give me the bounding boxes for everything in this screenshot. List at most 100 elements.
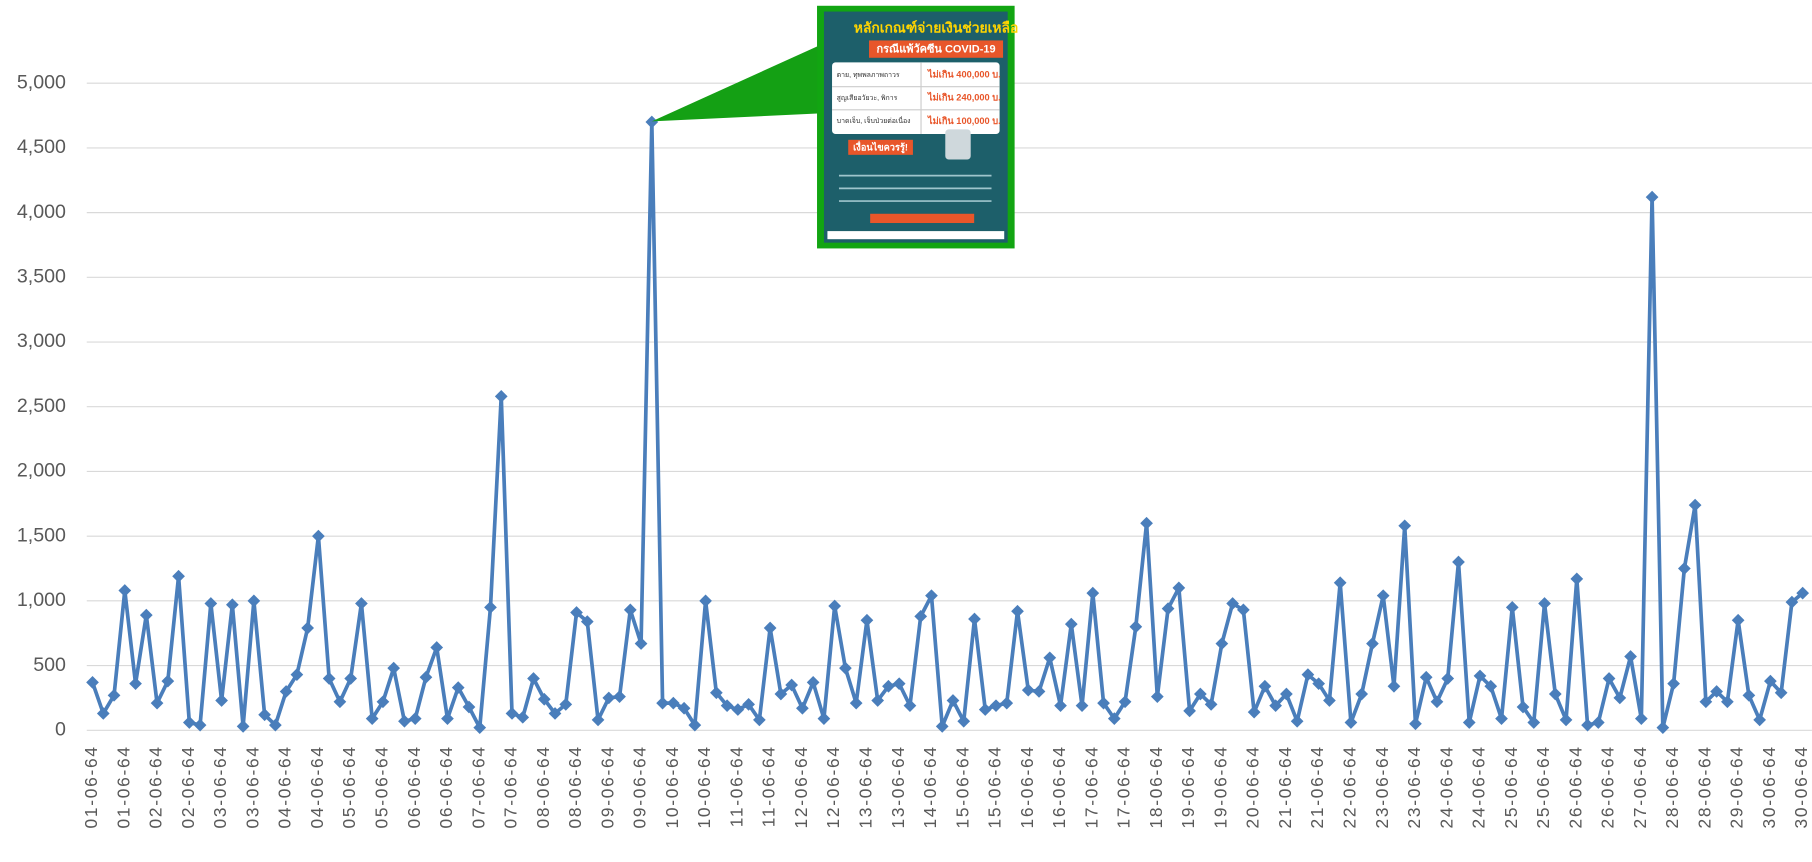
x-tick-label: 23-06-64 <box>1404 745 1424 828</box>
data-marker <box>1387 679 1401 693</box>
data-marker <box>774 687 788 701</box>
data-marker <box>753 713 766 727</box>
x-tick-label: 12-06-64 <box>791 745 811 828</box>
x-tick-label: 13-06-64 <box>856 745 876 828</box>
x-tick-label: 13-06-64 <box>888 745 908 828</box>
data-marker <box>1226 597 1239 610</box>
data-marker <box>688 718 702 732</box>
data-marker <box>225 598 239 612</box>
data-marker <box>182 716 196 729</box>
data-marker <box>1129 620 1143 634</box>
data-marker <box>1021 683 1035 697</box>
data-marker <box>139 608 153 622</box>
data-marker <box>1677 562 1691 575</box>
x-tick-label: 17-06-64 <box>1081 745 1101 828</box>
x-tick-label: 25-06-64 <box>1501 745 1521 828</box>
data-marker <box>333 695 347 709</box>
y-tick-label: 500 <box>33 654 66 676</box>
data-marker <box>1323 694 1336 707</box>
x-tick-label: 10-06-64 <box>694 745 714 828</box>
data-marker <box>1312 677 1326 691</box>
data-marker <box>96 707 110 720</box>
callout-pointer <box>651 43 823 122</box>
data-marker <box>1785 595 1799 609</box>
data-marker <box>376 695 390 709</box>
x-tick-label: 17-06-64 <box>1114 745 1134 828</box>
x-tick-label: 05-06-64 <box>339 745 359 828</box>
data-marker <box>430 641 444 654</box>
data-marker <box>709 686 723 700</box>
data-marker <box>86 676 99 689</box>
data-marker <box>1602 672 1616 685</box>
x-tick-label: 21-06-64 <box>1275 745 1295 828</box>
data-marker <box>957 714 971 728</box>
data-marker <box>1688 498 1702 512</box>
x-tick-label: 29-06-64 <box>1727 745 1747 828</box>
data-marker <box>634 637 648 650</box>
data-marker <box>892 677 906 691</box>
data-marker <box>1764 674 1777 688</box>
data-marker <box>344 672 358 685</box>
data-marker <box>1570 572 1584 586</box>
data-marker <box>817 712 831 725</box>
x-tick-label: 21-06-64 <box>1307 745 1327 828</box>
x-tick-label: 20-06-64 <box>1243 745 1263 828</box>
data-marker <box>978 703 992 716</box>
inset-row-value: ไม่เกิน 400,000 บ. <box>927 69 1001 80</box>
data-marker <box>215 694 228 707</box>
inset-row-label: ตาย, ทุพพลภาพถาวร <box>837 72 900 79</box>
data-marker <box>236 720 250 733</box>
data-marker <box>580 615 594 628</box>
data-marker <box>1290 714 1304 728</box>
y-tick-label: 5,000 <box>17 71 66 93</box>
data-marker <box>1634 712 1648 725</box>
x-tick-label: 24-06-64 <box>1469 745 1489 828</box>
data-marker <box>1280 687 1293 701</box>
y-tick-label: 3,000 <box>17 330 66 352</box>
data-marker <box>1796 586 1810 600</box>
data-marker <box>1462 716 1476 729</box>
data-marker <box>1484 679 1498 693</box>
x-tick-label: 05-06-64 <box>372 745 392 828</box>
inset-table <box>832 62 1000 135</box>
y-tick-label: 4,000 <box>17 201 66 223</box>
data-marker <box>172 569 185 583</box>
data-marker <box>623 603 637 617</box>
x-tick-label: 02-06-64 <box>146 745 166 828</box>
data-marker <box>1301 668 1315 681</box>
x-tick-label: 26-06-64 <box>1598 745 1618 828</box>
y-tick-label: 1,500 <box>17 524 66 546</box>
data-marker <box>505 707 519 720</box>
data-marker <box>408 712 422 725</box>
data-marker <box>1742 688 1756 702</box>
data-marker <box>935 720 949 733</box>
data-marker <box>1398 519 1412 533</box>
data-marker <box>860 613 874 627</box>
x-tick-label: 18-06-64 <box>1146 745 1166 828</box>
data-marker <box>925 589 938 603</box>
data-marker <box>1721 695 1734 709</box>
data-marker <box>882 679 895 693</box>
data-marker <box>247 594 261 608</box>
data-marker <box>968 612 981 626</box>
data-marker <box>312 529 325 543</box>
inset-title: หลักเกณฑ์จ่ายเงินช่วยเหลือ <box>854 19 1019 35</box>
inset-note-box <box>848 139 913 155</box>
data-marker <box>871 694 885 707</box>
data-marker <box>1140 516 1153 530</box>
data-marker <box>946 694 960 707</box>
data-marker <box>398 714 411 728</box>
x-tick-label: 16-06-64 <box>1049 745 1069 828</box>
data-marker <box>129 677 142 691</box>
data-marker <box>150 696 164 710</box>
data-marker <box>1150 690 1164 703</box>
data-marker <box>666 696 680 710</box>
x-tick-label: 12-06-64 <box>823 745 843 828</box>
data-marker <box>290 668 304 681</box>
data-marker <box>1591 716 1605 729</box>
data-marker <box>269 718 282 732</box>
data-marker <box>1366 637 1379 650</box>
data-marker <box>796 701 809 715</box>
data-marker <box>1054 699 1067 713</box>
